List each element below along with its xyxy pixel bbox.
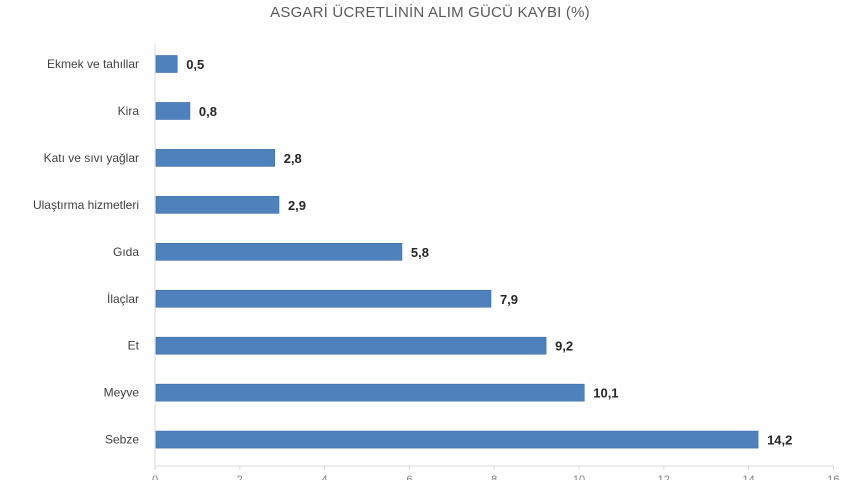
bar	[155, 55, 178, 73]
data-label: 0,8	[199, 104, 217, 119]
data-label: 2,9	[288, 198, 306, 213]
data-label: 2,8	[284, 151, 302, 166]
bar	[155, 336, 547, 355]
category-label: Gıda	[113, 245, 139, 259]
category-label: Et	[128, 339, 140, 353]
category-label: Ekmek ve tahıllar	[47, 57, 139, 71]
bar	[155, 430, 759, 449]
data-label: 5,8	[411, 245, 429, 260]
x-tick-label: 10	[573, 474, 585, 480]
x-tick-label: 12	[658, 474, 670, 480]
x-tick-label: 14	[742, 474, 754, 480]
data-label: 14,2	[767, 433, 792, 448]
bar	[155, 243, 403, 261]
category-label: Meyve	[104, 386, 140, 400]
bar	[155, 149, 276, 167]
labels-layer: Ekmek ve tahıllar 0,5 Kira 0,8 Katı ve sıvı …	[33, 57, 792, 448]
data-label: 9,2	[555, 339, 573, 354]
x-tick-label: 0	[152, 474, 158, 480]
bar	[155, 383, 585, 402]
category-label: Katı ve sıvı yağlar	[44, 151, 139, 165]
bar	[155, 289, 492, 308]
category-label: İlaçlar	[107, 292, 139, 306]
bar	[155, 102, 191, 120]
axes-layer: 0 2 4 6 8 10 12 14 16	[152, 44, 840, 480]
x-tick-label: 2	[237, 474, 243, 480]
category-label: Kira	[118, 104, 140, 118]
x-tick-label: 8	[491, 474, 497, 480]
category-label: Sebze	[105, 433, 139, 447]
x-tick-label: 6	[406, 474, 412, 480]
x-tick-label: 4	[322, 474, 328, 480]
chart-title: ASGARİ ÜCRETLİNİN ALIM GÜCÜ KAYBI (%)	[270, 3, 590, 21]
data-label: 7,9	[500, 292, 518, 307]
data-label: 0,5	[186, 57, 204, 72]
bar	[155, 196, 280, 214]
bars-layer	[155, 55, 759, 449]
data-label: 10,1	[593, 386, 618, 401]
category-label: Ulaştırma hizmetleri	[33, 198, 139, 212]
x-tick-label: 16	[827, 474, 839, 480]
